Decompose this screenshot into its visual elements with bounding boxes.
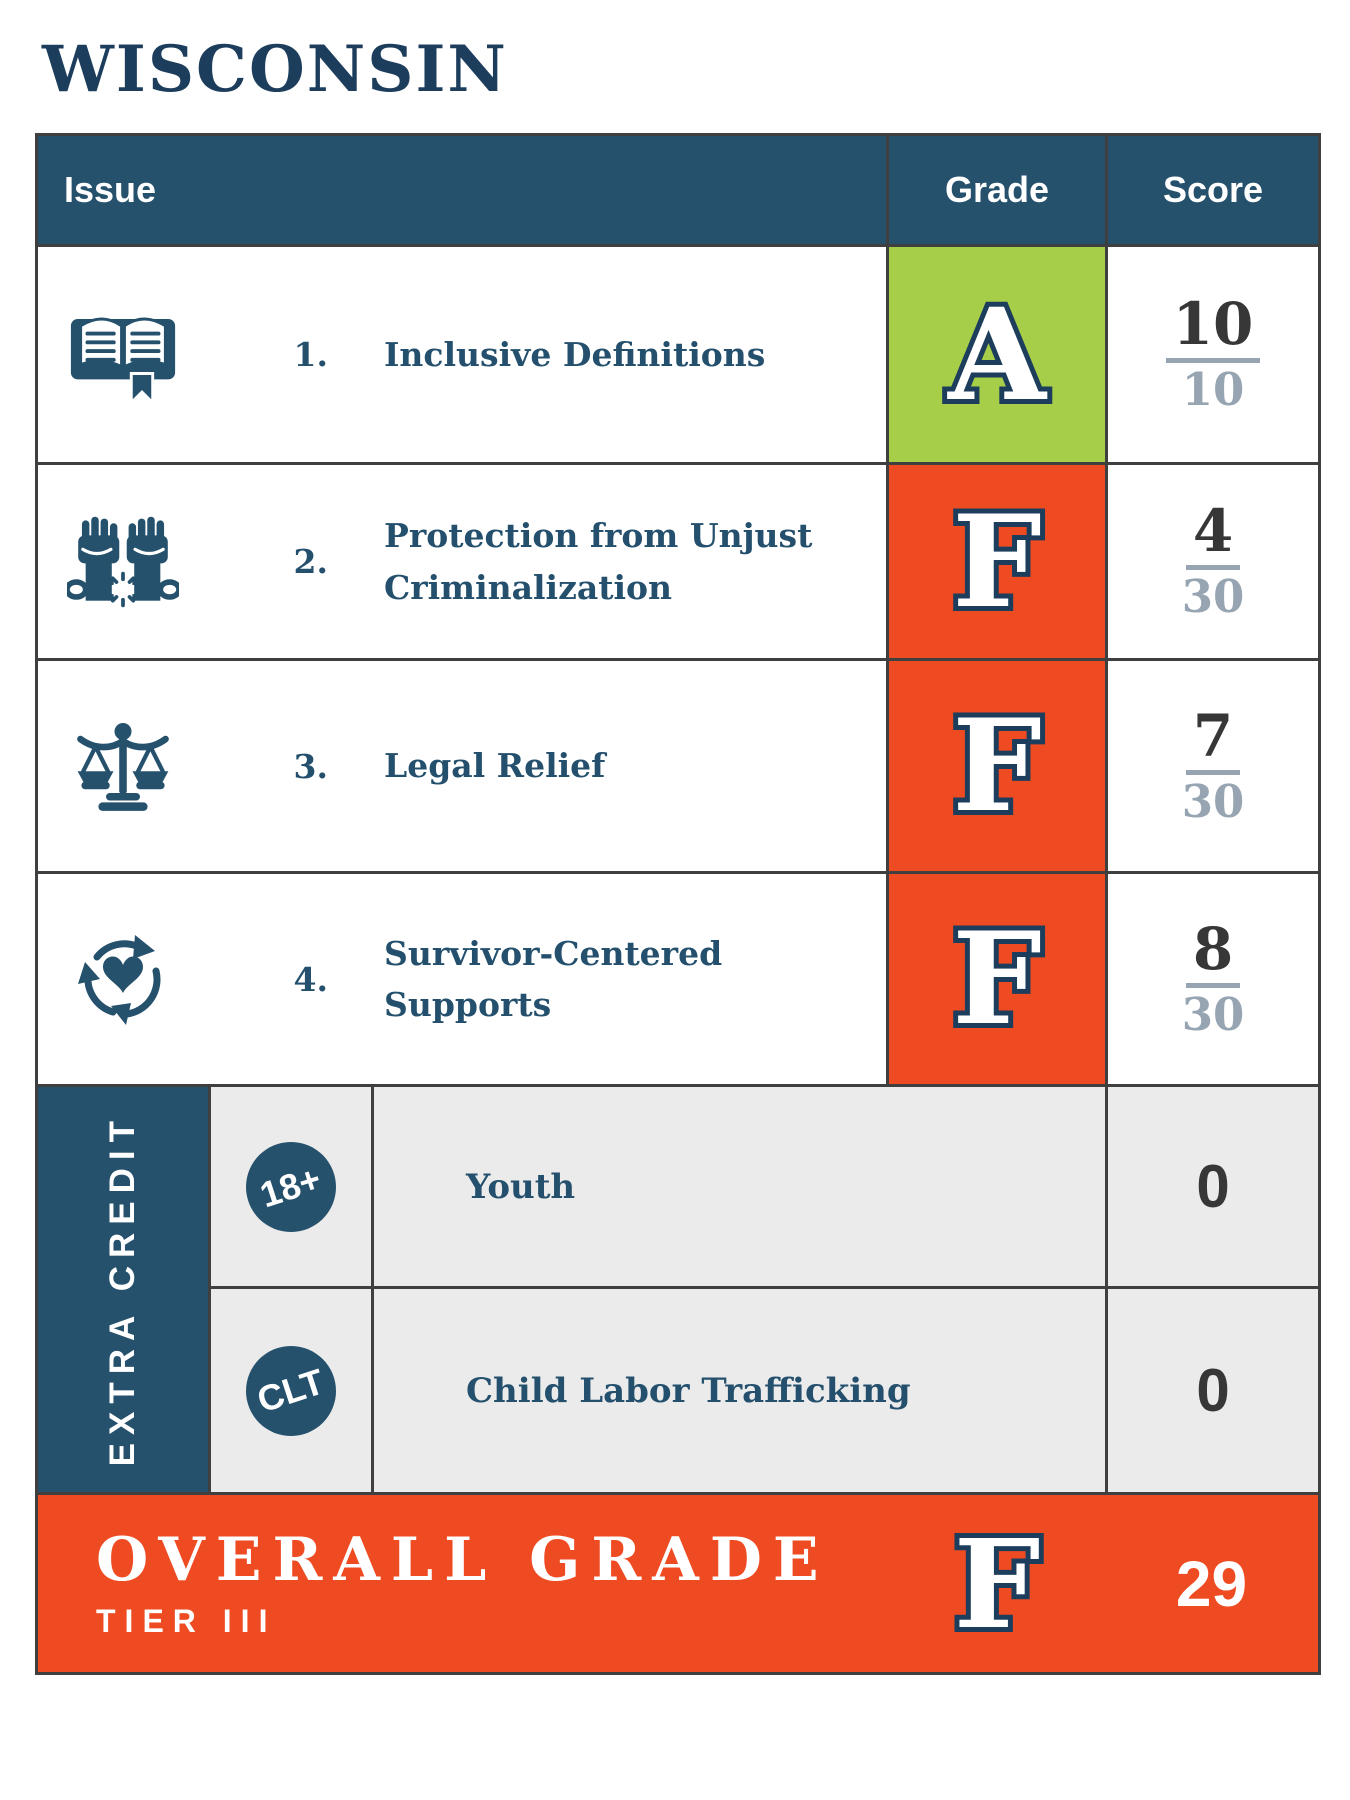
score-cell: 10 10 [1108,247,1318,462]
grade-cell: A [889,247,1105,462]
age-18-plus-badge: 18+ [246,1141,336,1232]
table-row: 1. Inclusive Definitions A 10 10 [38,247,1318,462]
score-fraction: 4 30 [1182,501,1245,621]
header-issue-label: Issue [64,169,157,210]
extra-credit-row: 18+ Youth 0 [211,1087,1318,1286]
score-denominator: 30 [1181,774,1245,828]
grade-cell: F [889,874,1105,1084]
report-card-table: Issue Grade Score [35,133,1321,1675]
score-numerator: 4 [1185,501,1241,571]
header-grade-cell: Grade [889,136,1105,244]
tier-label: TIER III [96,1603,277,1639]
issue-number: 4. [293,959,328,999]
score-fraction: 7 30 [1181,705,1245,828]
issue-label: Inclusive Definitions [384,334,766,374]
svg-text:F: F [954,1512,1041,1656]
score-fraction: 10 10 [1165,294,1261,417]
header-score-label: Score [1162,169,1264,210]
scales-of-justice-icon [77,722,169,811]
svg-text:F: F [952,488,1041,636]
extra-credit-item-label: Child Labor Trafficking [466,1370,911,1411]
score-cell: 8 30 [1108,874,1318,1084]
svg-text:A: A [947,281,1048,429]
extra-credit-row: CLT Child Labor Trafficking 0 [211,1289,1318,1492]
grade-cell: F [889,661,1105,871]
extra-credit-section: EXTRA CREDIT 18+ Youth 0 [38,1087,1318,1492]
score-fraction: 8 30 [1181,918,1245,1041]
extra-credit-item-label: Youth [466,1166,576,1207]
score-denominator: 10 [1181,363,1245,417]
extra-credit-score: 0 [1196,1153,1230,1220]
score-numerator: 7 [1185,705,1241,775]
score-cell: 4 30 [1108,465,1318,658]
score-numerator: 10 [1165,294,1261,364]
grade-letter-f: F [947,904,1046,1054]
table-row: 4. Survivor-Centered Supports F 8 30 [38,874,1318,1084]
issue-label: Legal Relief [384,746,606,786]
score-numerator: 8 [1185,918,1241,988]
issue-number: 3. [293,746,328,786]
grade-letter-f: F [947,487,1046,637]
grade-letter-f: F [947,691,1046,841]
header-issue-cell: Issue [38,136,886,244]
open-book-icon [70,317,176,405]
svg-text:F: F [952,692,1041,840]
badge-label: 18+ [255,1157,327,1215]
header-grade-label: Grade [944,169,1050,210]
grade-cell: F [889,465,1105,658]
score-cell: 7 30 [1108,661,1318,871]
table-header-row: Issue Grade Score [38,136,1318,244]
score-denominator: 30 [1181,987,1245,1041]
page-title: WISCONSIN [42,32,508,107]
extra-credit-label: EXTRA CREDIT [103,1112,142,1467]
overall-grade-letter: F [949,1511,1046,1656]
grade-letter-a: A [942,280,1053,430]
extra-credit-score: 0 [1196,1357,1230,1424]
issue-number: 1. [293,335,328,374]
issue-label: Survivor-Centered Supports [384,933,723,1024]
overall-grade-label: OVERALL GRADE [96,1525,830,1595]
table-row: 2. Protection from Unjust Criminalizatio… [38,465,1318,658]
overall-score: 29 [1175,1547,1248,1620]
child-labor-trafficking-badge: CLT [246,1345,336,1436]
svg-text:F: F [952,905,1041,1053]
extra-credit-sidebar: EXTRA CREDIT [38,1087,208,1492]
issue-number: 2. [293,542,328,581]
heart-cycle-icon [78,935,161,1025]
table-row: 3. Legal Relief F 7 30 [38,661,1318,871]
issue-label: Protection from Unjust Criminalization [384,516,813,607]
overall-grade-banner: OVERALL GRADE TIER III F 29 [38,1495,1318,1672]
header-score-cell: Score [1108,136,1318,244]
score-denominator: 30 [1181,570,1245,624]
broken-chains-fists-icon [67,516,179,608]
badge-label: CLT [252,1360,330,1420]
